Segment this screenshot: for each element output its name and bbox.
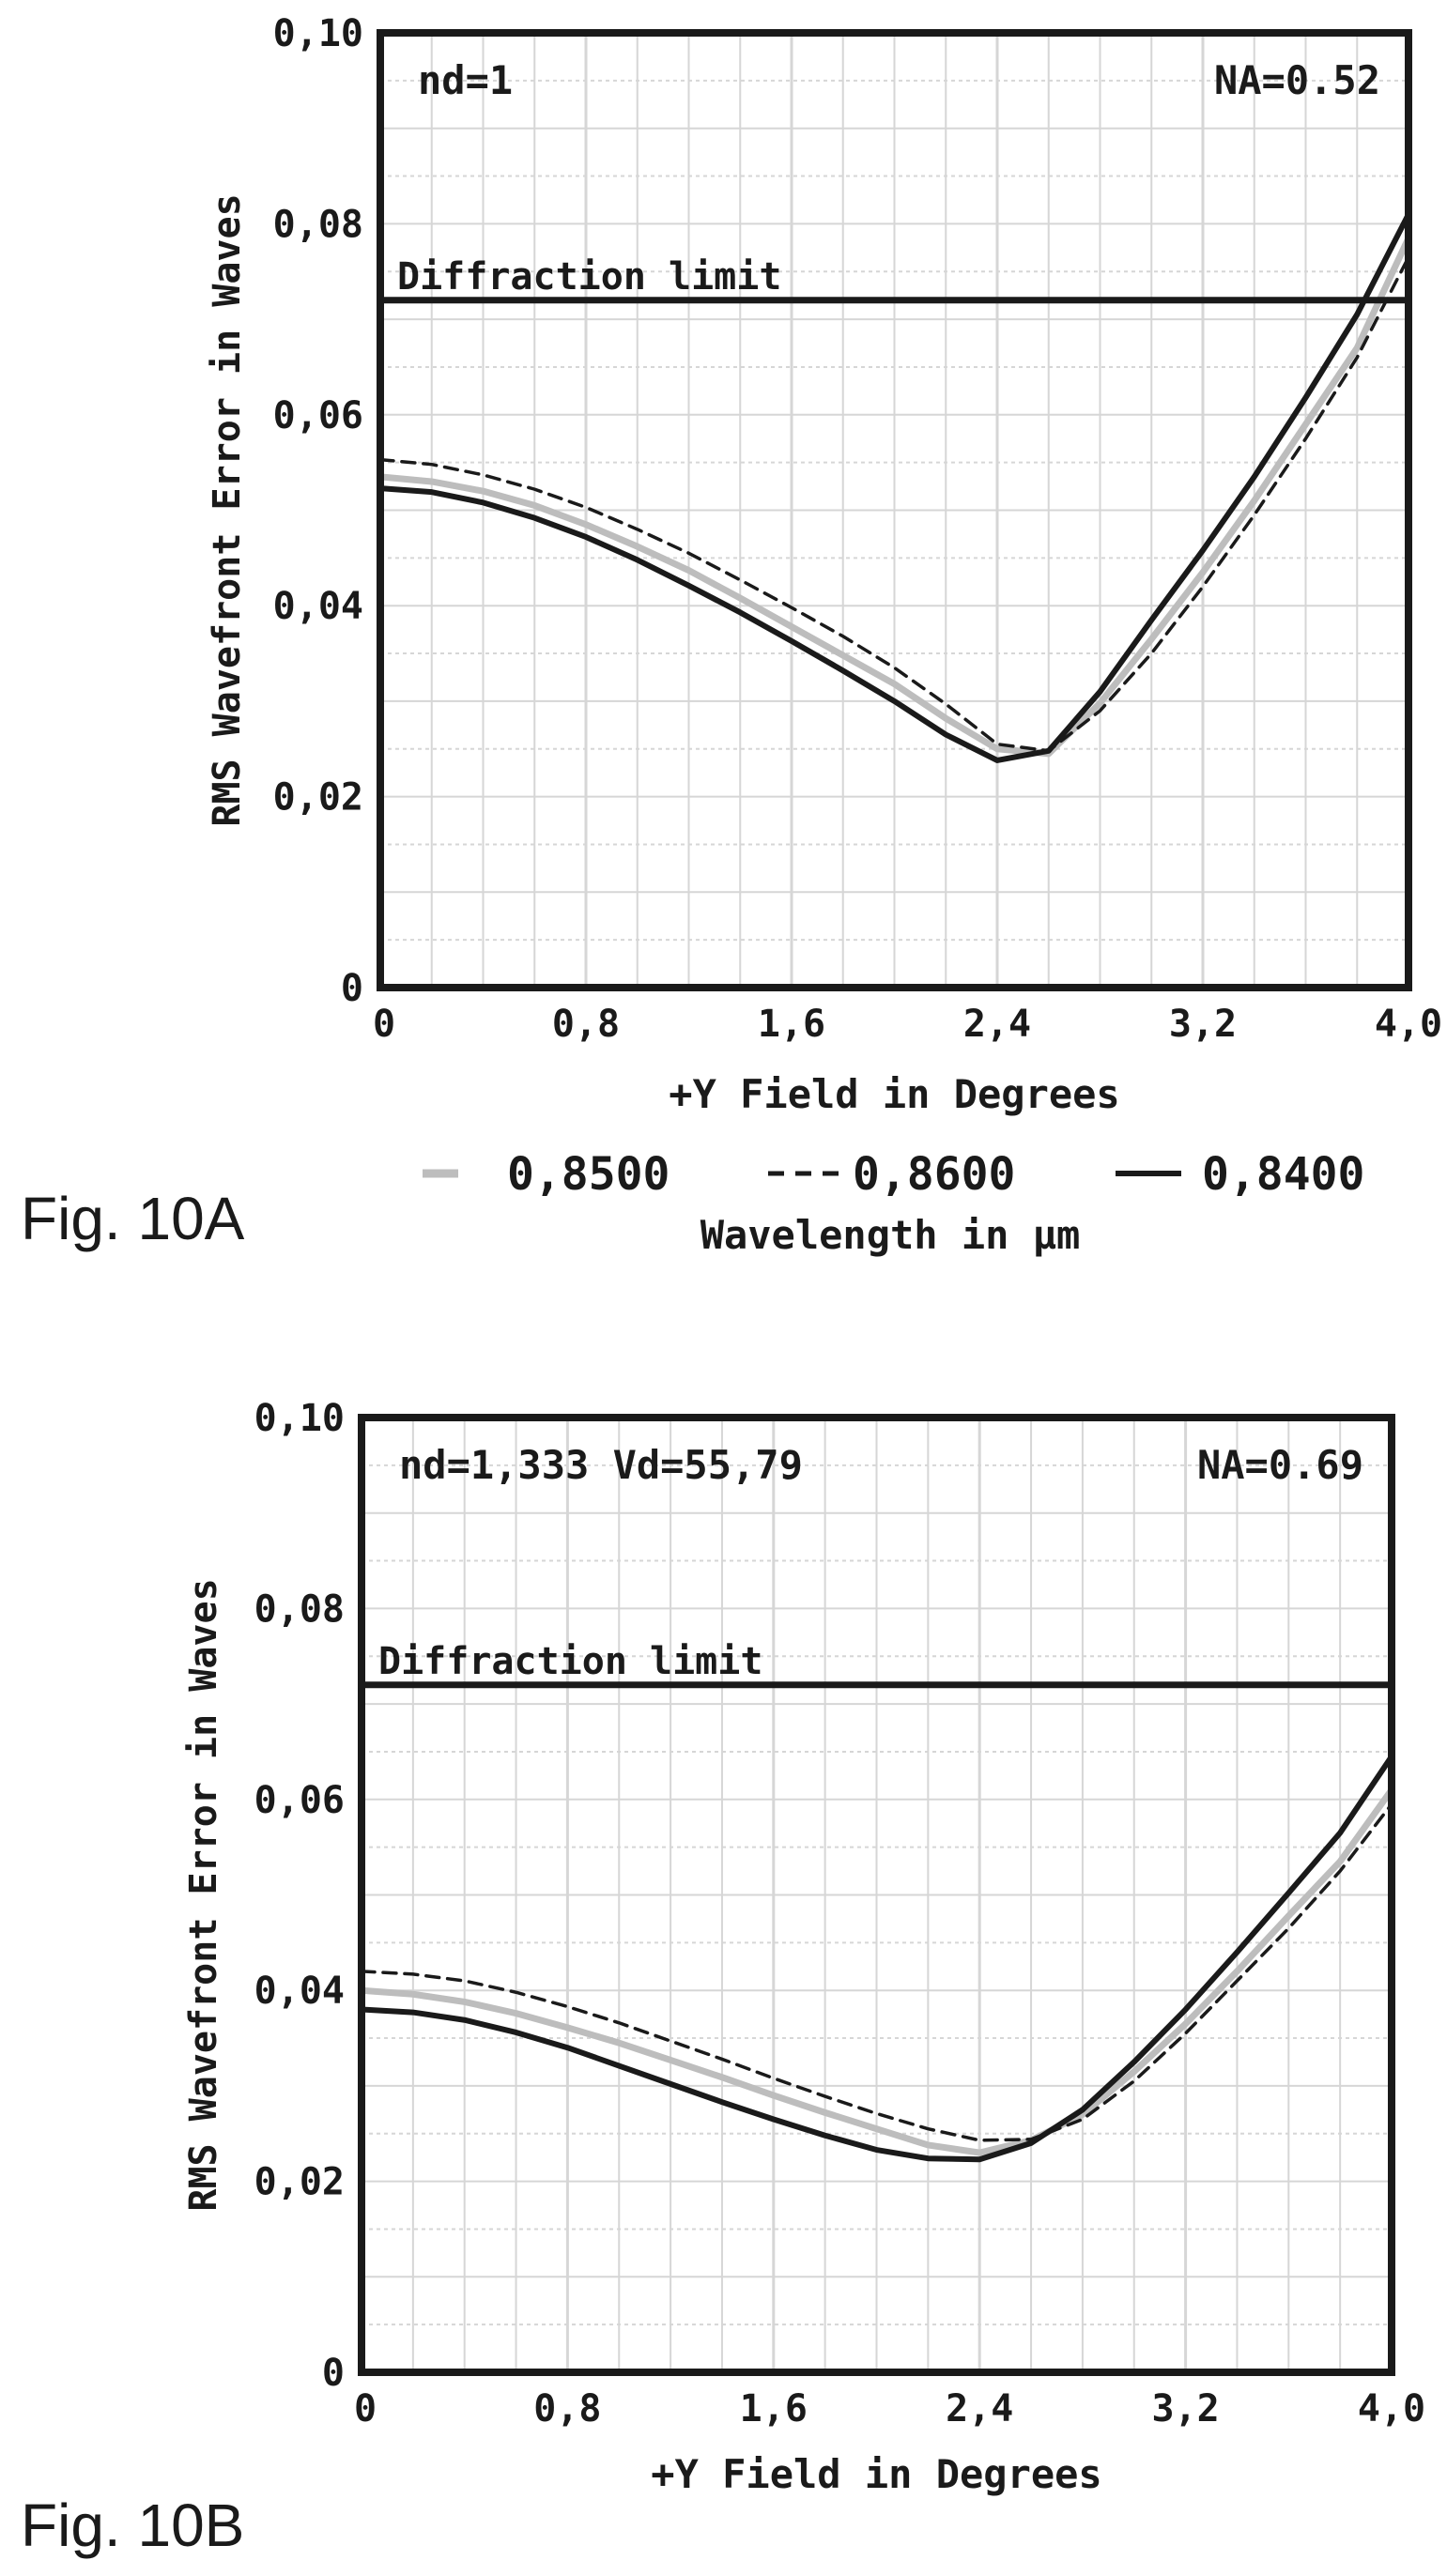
- legend-label-0-8600: 0,8600: [853, 1148, 1015, 1201]
- chart-10b-x-tick-label: 1,6: [740, 2387, 808, 2430]
- chart-10a-grid: [380, 33, 1409, 988]
- chart-10b-x-tick-label: 3,2: [1151, 2387, 1219, 2430]
- chart-10a-series-0-8500-line: [377, 235, 1412, 758]
- chart-10a-x-tick-label: 3,2: [1169, 1003, 1237, 1046]
- chart-10b-x-axis-label: +Y Field in Degrees: [651, 2451, 1101, 2497]
- chart-10a-annotation-na: NA=0.52: [1214, 57, 1380, 103]
- chart-10b-series-0-8600-line: [360, 1802, 1393, 2142]
- chart-10a-y-tick-label: 0: [341, 967, 363, 1010]
- chart-10a-y-tick-label: 0,04: [273, 585, 363, 628]
- chart-10a-x-tick-label: 2,4: [963, 1003, 1031, 1046]
- chart-10a-diffraction-limit-label: Diffraction limit: [397, 255, 781, 299]
- legend-label-0-8400: 0,8400: [1202, 1148, 1364, 1201]
- chart-10b-annotation-na: NA=0.69: [1197, 1442, 1363, 1488]
- chart-10b-y-tick-label: 0,04: [254, 1970, 345, 2013]
- chart-10a-y-tick-label: 0,06: [273, 394, 363, 437]
- figure-caption-10a: Fig. 10A: [21, 1185, 245, 1252]
- chart-10b-y-ticks: 0 0,02 0,04 0,06 0,08 0,10: [254, 1397, 345, 2395]
- legend-label-0-8500: 0,8500: [507, 1148, 670, 1201]
- chart-10a-x-tick-label: 0,8: [552, 1003, 620, 1046]
- chart-10b-y-tick-label: 0,06: [254, 1779, 345, 1822]
- chart-10a-plot-frame: [377, 29, 1412, 991]
- chart-10b: Diffraction limit nd=1,333 Vd=55,79 NA=0…: [182, 1397, 1425, 2497]
- chart-10a-y-ticks: 0 0,02 0,04 0,06 0,08 0,10: [273, 12, 363, 1010]
- chart-10b-x-tick-label: 0,8: [533, 2387, 601, 2430]
- chart-10b-y-tick-label: 0,08: [254, 1587, 345, 1631]
- chart-10a-y-tick-label: 0,08: [273, 203, 363, 246]
- chart-10a-x-ticks: 0 0,8 1,6 2,4 3,2 4,0: [373, 1003, 1442, 1046]
- legend: 0,8500 0,8600 0,8400 Wavelength in µm: [423, 1148, 1364, 1258]
- chart-10a-series-0-8400-line: [377, 211, 1411, 763]
- legend-title: Wavelength in µm: [700, 1212, 1081, 1258]
- chart-10a: Diffraction limit nd=1 NA=0.52 0 0,02 0,04…: [206, 12, 1442, 1117]
- chart-10b-series-0-8400-line: [359, 1754, 1394, 2163]
- chart-10b-x-ticks: 0 0,8 1,6 2,4 3,2 4,0: [354, 2387, 1425, 2430]
- chart-10a-series-group: [377, 211, 1412, 763]
- chart-10a-y-axis-label: RMS Wavefront Error in Waves: [206, 193, 249, 826]
- chart-10b-series-group: [358, 1754, 1395, 2163]
- chart-10b-diffraction-limit-label: Diffraction limit: [378, 1640, 762, 1683]
- chart-10b-grid: [362, 1418, 1392, 2372]
- chart-10a-annotation-nd: nd=1: [418, 57, 513, 103]
- chart-10b-x-tick-label: 0: [354, 2387, 377, 2430]
- chart-10b-y-tick-label: 0,10: [254, 1397, 345, 1440]
- chart-10a-x-tick-label: 0: [373, 1003, 395, 1046]
- chart-10b-x-tick-label: 4,0: [1358, 2387, 1425, 2430]
- chart-10a-y-tick-label: 0,10: [273, 12, 363, 55]
- chart-10b-y-tick-label: 0: [322, 2352, 345, 2395]
- chart-10b-x-tick-label: 2,4: [946, 2387, 1013, 2430]
- chart-10a-x-tick-label: 1,6: [758, 1003, 825, 1046]
- chart-10b-y-tick-label: 0,02: [254, 2161, 345, 2204]
- chart-10a-x-axis-label: +Y Field in Degrees: [669, 1071, 1119, 1117]
- chart-10a-y-tick-label: 0,02: [273, 776, 363, 820]
- chart-10b-plot-frame: [358, 1414, 1395, 2376]
- chart-10a-x-tick-label: 4,0: [1375, 1003, 1442, 1046]
- figure-caption-10b: Fig. 10B: [21, 2492, 244, 2559]
- chart-10b-annotation-nd-vd: nd=1,333 Vd=55,79: [399, 1442, 803, 1488]
- chart-10b-y-axis-label: RMS Wavefront Error in Waves: [182, 1578, 225, 2211]
- chart-10a-series-0-8600-line: [378, 255, 1410, 753]
- chart-10b-series-0-8500-line: [358, 1786, 1395, 2156]
